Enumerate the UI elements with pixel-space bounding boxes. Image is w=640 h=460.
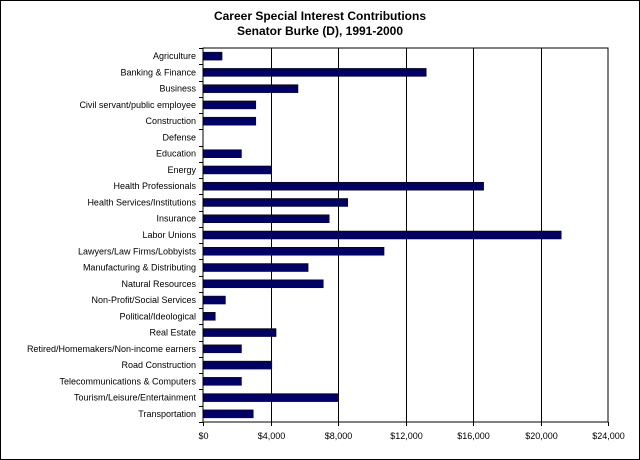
bar	[203, 84, 299, 93]
category-label: Transportation	[138, 409, 196, 419]
category-label: Labor Unions	[142, 230, 196, 240]
category-label: Retired/Homemakers/Non-income earners	[27, 344, 197, 354]
bar	[203, 328, 277, 337]
category-label: Political/Ideological	[119, 311, 196, 321]
bar	[203, 312, 216, 321]
x-tick-label: $12,000	[390, 431, 423, 441]
bar	[203, 149, 242, 158]
category-label: Insurance	[156, 214, 196, 224]
bar	[203, 393, 338, 402]
bar	[203, 51, 223, 61]
category-label: Health Professionals	[113, 181, 196, 191]
x-tick-label: $24,000	[592, 431, 625, 441]
bar	[203, 68, 427, 77]
bar	[203, 181, 484, 191]
bar	[203, 344, 242, 354]
bar	[203, 295, 226, 305]
x-tick-label: $4,000	[258, 431, 286, 441]
category-label: Civil servant/public employee	[79, 100, 196, 110]
category-label: Natural Resources	[121, 279, 196, 289]
bar	[203, 116, 257, 126]
category-label: Agriculture	[153, 51, 196, 61]
bar	[203, 214, 330, 223]
x-tick-label: $0	[198, 431, 208, 441]
bar	[203, 230, 562, 240]
bar	[203, 263, 309, 272]
x-tick-label: $8,000	[325, 431, 353, 441]
category-label: Lawyers/Law Firms/Lobbyists	[78, 246, 197, 256]
category-label: Banking & Finance	[120, 67, 196, 77]
category-label: Real Estate	[149, 328, 196, 338]
x-tick-label: $20,000	[525, 431, 558, 441]
category-label: Non-Profit/Social Services	[91, 295, 196, 305]
category-label: Education	[156, 149, 196, 159]
category-label: Health Services/Institutions	[87, 197, 196, 207]
bar	[203, 198, 349, 207]
chart-title: Career Special Interest Contributions	[213, 9, 427, 23]
category-label: Manufacturing & Distributing	[83, 263, 196, 273]
category-label: Road Construction	[121, 360, 196, 370]
plot-area	[202, 47, 609, 423]
bar	[203, 409, 254, 419]
x-tick-label: $16,000	[457, 431, 490, 441]
bar	[203, 279, 324, 289]
bar	[203, 100, 257, 110]
category-label: Construction	[145, 116, 196, 126]
category-label: Telecommunications & Computers	[59, 376, 196, 386]
bar	[203, 165, 272, 175]
category-label: Business	[159, 84, 196, 94]
bar	[203, 360, 273, 370]
bar	[203, 377, 242, 386]
category-label: Defense	[162, 132, 196, 142]
category-label: Tourism/Leisure/Entertainment	[74, 393, 197, 403]
chart-subtitle: Senator Burke (D), 1991-2000	[236, 24, 404, 38]
bar	[203, 247, 385, 256]
category-label: Energy	[167, 165, 196, 175]
